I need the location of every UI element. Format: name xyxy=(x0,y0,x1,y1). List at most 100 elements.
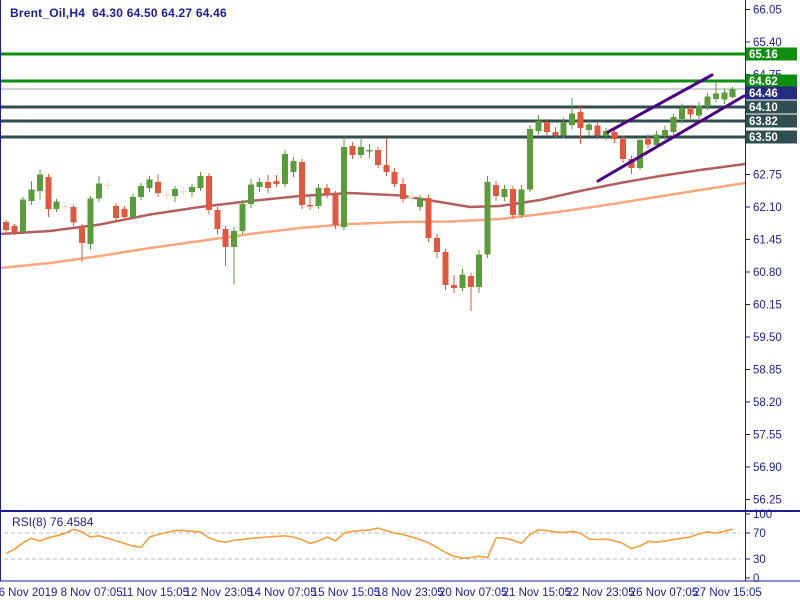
candle xyxy=(459,269,466,291)
price-badge-bg xyxy=(746,86,797,100)
candle-body xyxy=(28,189,35,201)
candle xyxy=(155,174,162,197)
candle xyxy=(290,157,297,177)
candle-body xyxy=(11,226,18,232)
candle xyxy=(3,220,9,233)
candle xyxy=(239,200,246,234)
candle-body xyxy=(636,140,643,168)
candle-body xyxy=(357,147,364,155)
price-tick-label: 59.50 xyxy=(753,332,782,344)
candle-body xyxy=(374,150,381,165)
candle-body xyxy=(400,184,407,199)
candle xyxy=(374,147,381,168)
candle-body xyxy=(442,252,449,285)
candle-body xyxy=(307,205,314,207)
candle xyxy=(611,129,618,143)
candle-body xyxy=(281,154,288,184)
time-axis-label: 22 Nov 23:05 xyxy=(566,587,634,599)
candle-body xyxy=(510,189,516,215)
candle-body xyxy=(205,176,212,210)
candle-body xyxy=(87,198,94,244)
candle-body xyxy=(349,146,356,155)
candle xyxy=(619,135,626,163)
price-tick-label: 60.15 xyxy=(753,300,782,312)
price-badge-text: 64.62 xyxy=(749,76,778,88)
price-tick-label: 62.10 xyxy=(753,202,782,214)
candle xyxy=(11,224,18,235)
candle xyxy=(273,175,280,187)
candle-body xyxy=(180,191,187,193)
rsi-scale-label: 0 xyxy=(753,573,759,585)
candle xyxy=(341,137,347,230)
candle-body xyxy=(79,227,86,243)
candle xyxy=(518,185,525,218)
price-badge-64.62: 64.62 xyxy=(746,74,797,88)
candle-body xyxy=(290,161,297,172)
price-tick-label: 58.20 xyxy=(753,397,782,409)
candle-body xyxy=(476,254,483,287)
channel-lower-line xyxy=(596,94,746,183)
time-axis-label: 11 Nov 15:05 xyxy=(121,587,189,599)
candle xyxy=(121,206,128,220)
candle-body xyxy=(248,184,255,204)
ma-slow-line xyxy=(0,181,746,270)
candle-body xyxy=(70,207,77,223)
candle xyxy=(501,185,508,201)
candle xyxy=(172,186,178,202)
candle-body xyxy=(729,89,736,97)
candle xyxy=(476,250,483,293)
candle-body xyxy=(450,285,457,288)
channel-upper-line xyxy=(606,73,714,134)
time-axis-label: 26 Nov 07:05 xyxy=(630,587,698,599)
price-badge-65.16: 65.16 xyxy=(746,47,797,61)
candle-body xyxy=(121,209,128,217)
candle xyxy=(256,178,263,192)
candle-body xyxy=(543,122,550,132)
candle-body xyxy=(163,194,170,196)
candle-body xyxy=(341,147,347,227)
price-badge-64.46: 64.46 xyxy=(746,86,797,100)
time-axis-label: 14 Nov 07:05 xyxy=(248,587,316,599)
candle xyxy=(704,93,711,110)
candle xyxy=(729,87,736,99)
candle xyxy=(53,199,60,212)
candle-body xyxy=(172,189,178,196)
moving-average-lines xyxy=(0,162,746,270)
candle-body xyxy=(712,93,719,99)
candle-body xyxy=(366,150,373,152)
candle xyxy=(552,127,559,139)
candle xyxy=(510,186,516,219)
horizontal-level-lines xyxy=(0,52,745,139)
price-badge-text: 63.50 xyxy=(749,132,778,144)
candle-body xyxy=(577,112,584,128)
candle-body xyxy=(256,182,263,187)
candle-body xyxy=(535,121,542,131)
candle-body xyxy=(484,182,491,255)
candle xyxy=(264,175,271,193)
candle xyxy=(248,179,255,208)
candle-body xyxy=(155,182,162,193)
candle xyxy=(679,103,685,124)
candle-body xyxy=(552,132,559,136)
candle-body xyxy=(231,231,238,247)
price-badge-64.10: 64.10 xyxy=(746,100,797,114)
candle xyxy=(205,173,212,215)
price-axis[interactable]: 66.0565.4064.7562.7562.1061.4560.8060.15… xyxy=(745,5,797,507)
candle xyxy=(222,226,229,266)
candle xyxy=(687,106,694,119)
time-axis-label: 15 Nov 15:05 xyxy=(312,587,380,599)
candle xyxy=(484,176,491,258)
candle xyxy=(87,196,94,250)
candle xyxy=(577,105,584,144)
candle-body xyxy=(602,131,609,136)
candle xyxy=(383,138,390,176)
candle xyxy=(19,197,26,234)
candle-body xyxy=(679,108,685,119)
price-badge-63.50: 63.50 xyxy=(746,130,797,144)
candle-body xyxy=(315,188,322,206)
candle-body xyxy=(526,129,533,190)
candle-body xyxy=(645,139,652,145)
